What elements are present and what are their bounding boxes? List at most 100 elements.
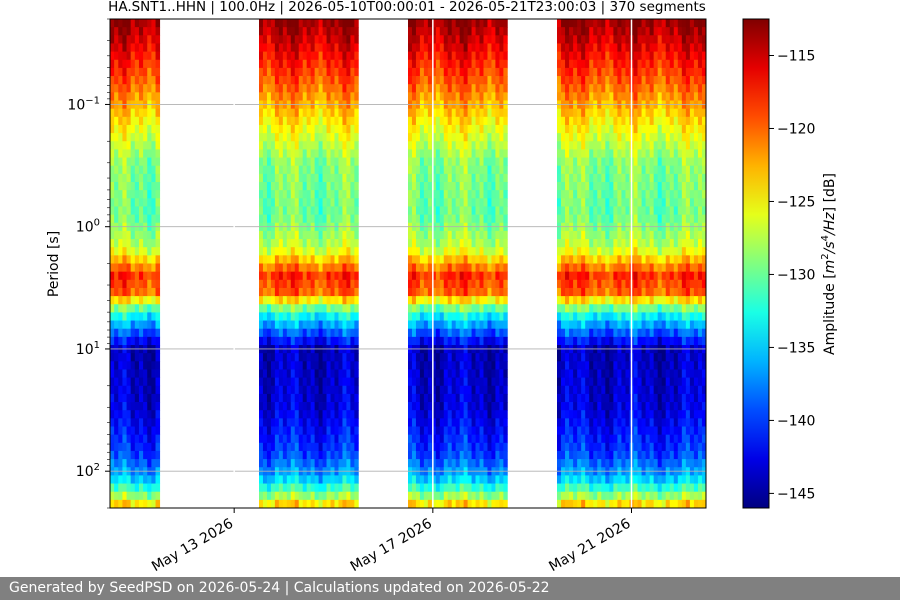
heatmap-cell [274,320,280,330]
heatmap-cell [322,434,327,444]
heatmap-cell [439,19,445,28]
heatmap-cell [483,190,488,199]
heatmap-cell [130,19,136,28]
heatmap-cell [310,450,316,460]
heatmap-cell [350,149,355,158]
heatmap-cell [155,475,161,484]
heatmap-cell [435,483,441,493]
heatmap-cell [134,426,140,436]
heatmap-cell [278,141,284,150]
heatmap-cell [499,426,504,436]
heatmap-cell [455,157,461,167]
heatmap-cell [581,116,586,126]
heatmap-cell [435,377,441,387]
heatmap-cell [601,385,606,395]
heatmap-cell [439,27,445,36]
heatmap-cell [126,402,132,411]
heatmap-cell [262,84,268,93]
heatmap-cell [613,271,618,281]
heatmap-cell [114,67,119,77]
heatmap-cell [334,499,339,509]
heatmap-cell [561,287,566,297]
heatmap-cell [330,239,335,248]
heatmap-cell [122,499,127,509]
heatmap-cell [561,393,566,403]
heatmap-cell [408,442,413,452]
heatmap-cell [491,247,496,256]
heatmap-cell [306,393,312,403]
heatmap-cell [314,51,319,61]
heatmap-cell [130,141,136,150]
heatmap-cell [613,165,618,175]
heatmap-cell [565,165,570,175]
heatmap-cell [354,320,359,330]
heatmap-cell [491,377,496,387]
heatmap-cell [601,19,606,28]
heatmap-cell [342,27,347,36]
heatmap-cell [278,304,284,313]
heatmap-cell [451,402,457,411]
heatmap-cell [557,385,562,395]
heatmap-cell [455,459,461,468]
heatmap-cell [565,328,570,338]
heatmap-cell [585,402,590,411]
heatmap-cell [138,51,144,61]
heatmap-cell [322,19,327,28]
heatmap-cell [326,133,331,142]
heatmap-cell [274,304,280,313]
heatmap-cell [130,312,136,321]
heatmap-cell [617,450,622,460]
heatmap-cell [126,239,132,248]
heatmap-cell [122,157,127,167]
heatmap-cell [334,67,339,77]
heatmap-cell [609,402,614,411]
heatmap-cell [350,173,355,183]
heatmap-cell [290,287,296,297]
heatmap-cell [479,499,484,509]
heatmap-cell [577,426,582,436]
heatmap-cell [155,410,161,419]
heatmap-cell [471,165,476,175]
heatmap-cell [322,491,327,501]
heatmap-cell [577,230,582,240]
heatmap-cell [151,239,156,248]
heatmap-cell [338,426,343,436]
heatmap-cell [326,491,331,501]
heatmap-cell [274,198,280,207]
heatmap-cell [499,157,504,167]
heatmap-cell [577,369,582,378]
heatmap-cell [134,108,140,118]
heatmap-cell [342,157,347,167]
heatmap-cell [471,35,476,44]
heatmap-cell [577,165,582,175]
heatmap-cell [350,35,355,44]
heatmap-cell [487,173,492,183]
heatmap-cell [431,35,437,44]
heatmap-cell [463,59,468,69]
heatmap-cell [573,336,578,346]
heatmap-cell [483,491,488,501]
heatmap-cell [613,418,618,427]
heatmap-cell [637,27,642,36]
heatmap-cell [354,76,359,85]
heatmap-cell [499,442,504,452]
heatmap-cell [134,35,140,44]
heatmap-cell [114,157,119,167]
heatmap-cell [577,377,582,387]
heatmap-cell [322,499,327,509]
heatmap-cell [467,190,472,199]
heatmap-cell [126,459,132,468]
heatmap-cell [613,279,618,289]
heatmap-cell [262,361,268,370]
heatmap-cell [114,141,119,150]
heatmap-cell [463,19,468,28]
heatmap-cell [155,230,161,240]
heatmap-cell [346,312,351,321]
heatmap-cell [155,328,161,338]
heatmap-cell [447,320,453,330]
heatmap-cell [294,483,300,493]
heatmap-cell [286,312,292,321]
heatmap-cell [354,279,359,289]
heatmap-cell [266,320,272,330]
heatmap-cell [443,263,449,273]
